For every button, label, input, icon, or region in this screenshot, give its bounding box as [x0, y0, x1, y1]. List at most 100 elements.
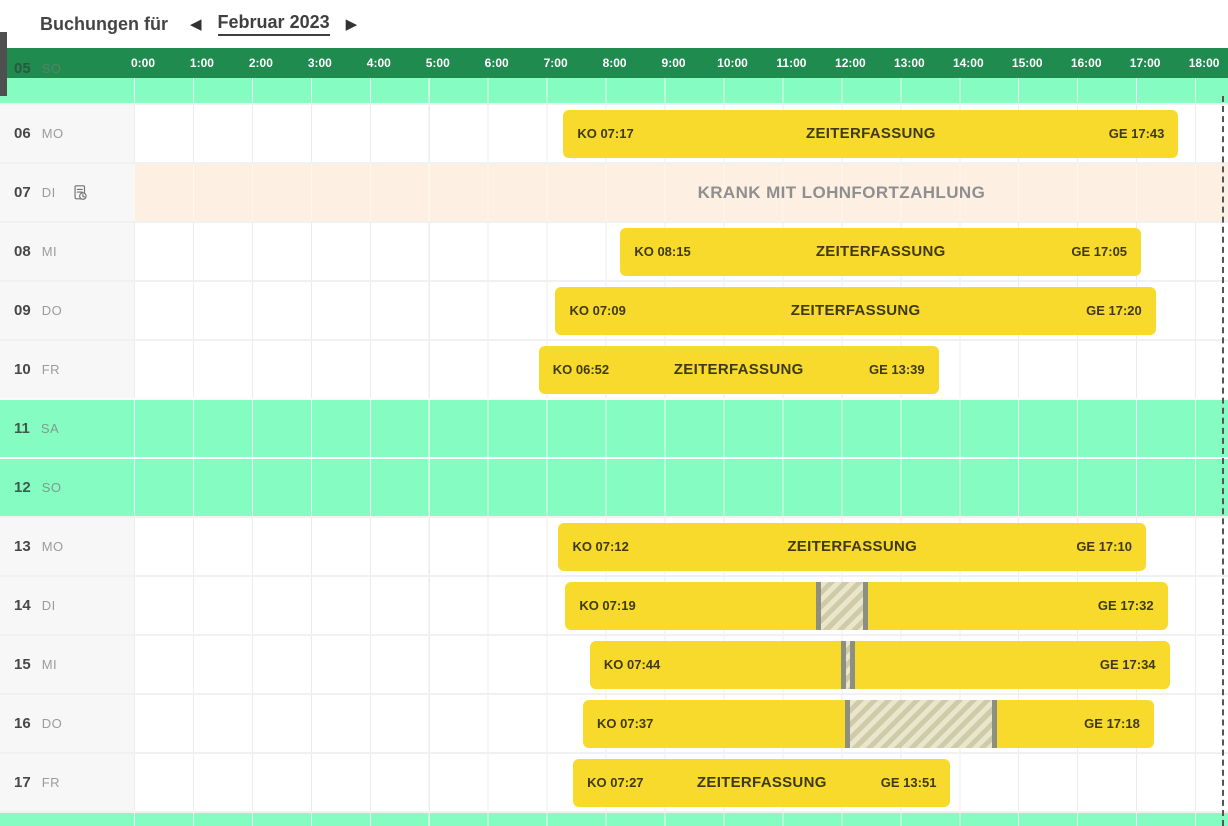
- day-number: 09: [14, 302, 31, 319]
- hour-label: 15:00: [1011, 56, 1043, 70]
- hour-label: 10:00: [717, 56, 748, 70]
- booking-title: ZEITERFASSUNG: [805, 125, 936, 142]
- ge-time-label: GE 13:51: [880, 775, 937, 790]
- partial-weekend-row-bottom: [0, 811, 1228, 826]
- hour-label: 18:00: [1188, 56, 1220, 70]
- booking-bar[interactable]: KO 07:09 GE 17:20 ZEITERFASSUNG: [555, 287, 1156, 335]
- hour-label: 7:00: [543, 56, 568, 70]
- hour-label: 8:00: [602, 56, 627, 70]
- hour-label: 2:00: [248, 56, 273, 70]
- ge-time-label: GE 17:20: [1086, 303, 1142, 318]
- weekday-abbr: SA: [40, 421, 60, 436]
- day-track: KRANK MIT LOHNFORTZAHLUNG: [134, 164, 1228, 221]
- day-row-06: 06 MO KO 07:17 GE 17:43 ZEITERFASSUNG: [0, 103, 1228, 162]
- ko-time-label: KO 07:19: [579, 598, 636, 613]
- booking-bar[interactable]: KO 07:17 GE 17:43 ZEITERFASSUNG: [563, 110, 1179, 158]
- month-label[interactable]: Februar 2023: [217, 12, 330, 36]
- day-cell: 10 FR: [0, 341, 134, 398]
- day-number: 12: [14, 479, 31, 496]
- day-track: KO 07:17 GE 17:43 ZEITERFASSUNG: [134, 105, 1228, 162]
- partial-weekend-row-top: [0, 78, 1228, 103]
- day-rows: 06 MO KO 07:17 GE 17:43 ZEITERFASSUNG 07 DI KR…: [0, 103, 1228, 811]
- ko-time-label: KO 07:09: [569, 303, 626, 318]
- day-cell: 07 DI: [0, 164, 134, 221]
- day-number: 05: [14, 60, 31, 77]
- day-cell: 08 MI: [0, 223, 134, 280]
- vertical-scrollbar[interactable]: [0, 32, 7, 96]
- day-number: 14: [14, 597, 31, 614]
- booking-bar[interactable]: KO 07:37 GE 17:18: [583, 700, 1154, 748]
- hour-label: 17:00: [1129, 56, 1161, 70]
- day-cell: 16 DO: [0, 695, 134, 752]
- booking-bar[interactable]: KO 07:19 GE 17:32: [565, 582, 1168, 630]
- day-row-08: 08 MI KO 08:15 GE 17:05 ZEITERFASSUNG: [0, 221, 1228, 280]
- day-number: 15: [14, 656, 31, 673]
- break-segment: [841, 641, 856, 689]
- day-track: KO 07:09 GE 17:20 ZEITERFASSUNG: [134, 282, 1228, 339]
- day-track: [134, 459, 1228, 516]
- day-track: KO 07:12 GE 17:10 ZEITERFASSUNG: [134, 518, 1228, 575]
- titlebar: Buchungen für ◀ Februar 2023 ▶: [0, 0, 1228, 48]
- page-title: Buchungen für: [40, 13, 168, 34]
- day-row-14: 14 DI KO 07:19 GE 17:32: [0, 575, 1228, 634]
- day-row-07: 07 DI KRANK MIT LOHNFORTZAHLUNG: [0, 162, 1228, 221]
- booking-bar[interactable]: KO 07:12 GE 17:10 ZEITERFASSUNG: [558, 523, 1146, 571]
- day-number: 13: [14, 538, 31, 555]
- weekday-abbr: SO: [41, 61, 62, 76]
- hour-label: 11:00: [776, 56, 807, 70]
- weekday-abbr: DI: [41, 185, 56, 200]
- day-row-15: 15 MI KO 07:44 GE 17:34: [0, 634, 1228, 693]
- weekend-track: [134, 813, 1228, 826]
- board-right-dashed-border: [1222, 96, 1224, 826]
- ko-time-label: KO 08:15: [634, 244, 691, 259]
- day-number: 11: [14, 420, 30, 437]
- day-cell: 06 MO: [0, 105, 134, 162]
- ge-time-label: GE 17:05: [1071, 244, 1128, 259]
- sick-note-icon[interactable]: [71, 184, 89, 202]
- hour-label: 1:00: [189, 56, 214, 70]
- weekday-abbr: MO: [41, 126, 64, 141]
- day-row-12: 12 SO: [0, 457, 1228, 516]
- sick-band[interactable]: KRANK MIT LOHNFORTZAHLUNG: [134, 164, 1228, 221]
- booking-bar[interactable]: KO 08:15 GE 17:05 ZEITERFASSUNG: [620, 228, 1142, 276]
- prev-month-button[interactable]: ◀: [190, 15, 202, 33]
- ge-time-label: GE 17:18: [1084, 716, 1140, 731]
- weekday-abbr: DO: [41, 303, 63, 318]
- booking-title: ZEITERFASSUNG: [787, 538, 918, 555]
- day-track: KO 07:37 GE 17:18: [134, 695, 1228, 752]
- sick-band-label: KRANK MIT LOHNFORTZAHLUNG: [697, 183, 986, 202]
- weekday-abbr: FR: [41, 775, 61, 790]
- day-number: 16: [14, 715, 31, 732]
- hour-label: 16:00: [1070, 56, 1102, 70]
- schedule-board: 0:00 1:00 2:00 3:00 4:00 5:00 6:00 7:00 8:00 9:00…: [0, 48, 1228, 826]
- day-cell: 11 SA: [0, 400, 134, 457]
- hour-label: 5:00: [425, 56, 450, 70]
- break-segment: [815, 582, 868, 630]
- booking-bar[interactable]: KO 07:44 GE 17:34: [589, 641, 1170, 689]
- day-row-13: 13 MO KO 07:12 GE 17:10 ZEITERFASSUNG: [0, 516, 1228, 575]
- next-month-button[interactable]: ▶: [345, 15, 358, 33]
- ge-time-label: GE 17:32: [1097, 598, 1154, 613]
- day-number: 07: [14, 184, 31, 201]
- day-row-05-label: 05 SO: [14, 60, 61, 77]
- hour-label: 13:00: [893, 56, 925, 70]
- ko-time-label: KO 07:17: [577, 126, 634, 141]
- ko-time-label: KO 06:52: [552, 362, 610, 377]
- day-track: KO 08:15 GE 17:05 ZEITERFASSUNG: [134, 223, 1228, 280]
- hour-label: 12:00: [835, 56, 866, 70]
- booking-bar[interactable]: KO 07:27 GE 13:51 ZEITERFASSUNG: [573, 759, 951, 807]
- day-track: KO 07:19 GE 17:32: [134, 577, 1228, 634]
- ko-time-label: KO 07:44: [603, 657, 661, 672]
- booking-title: ZEITERFASSUNG: [696, 774, 827, 791]
- hour-label: 9:00: [661, 56, 686, 70]
- weekend-track: [134, 78, 1228, 103]
- day-row-10: 10 FR KO 06:52 GE 13:39 ZEITERFASSUNG: [0, 339, 1228, 398]
- booking-bar[interactable]: KO 06:52 GE 13:39 ZEITERFASSUNG: [538, 346, 939, 394]
- booking-title: ZEITERFASSUNG: [673, 361, 804, 378]
- ge-time-label: GE 13:39: [869, 362, 925, 377]
- day-cell: 13 MO: [0, 518, 134, 575]
- weekday-abbr: MI: [41, 657, 58, 672]
- ge-time-label: GE 17:43: [1108, 126, 1165, 141]
- ko-time-label: KO 07:27: [587, 775, 644, 790]
- weekday-abbr: DI: [41, 598, 56, 613]
